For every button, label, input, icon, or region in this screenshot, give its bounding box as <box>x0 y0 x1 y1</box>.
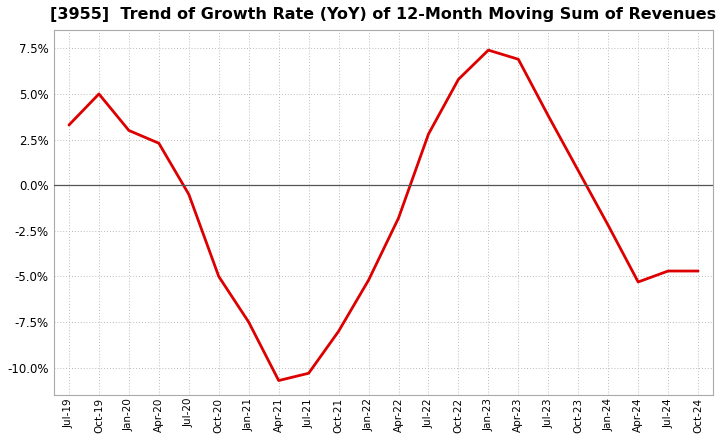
Title: [3955]  Trend of Growth Rate (YoY) of 12-Month Moving Sum of Revenues: [3955] Trend of Growth Rate (YoY) of 12-… <box>50 7 716 22</box>
